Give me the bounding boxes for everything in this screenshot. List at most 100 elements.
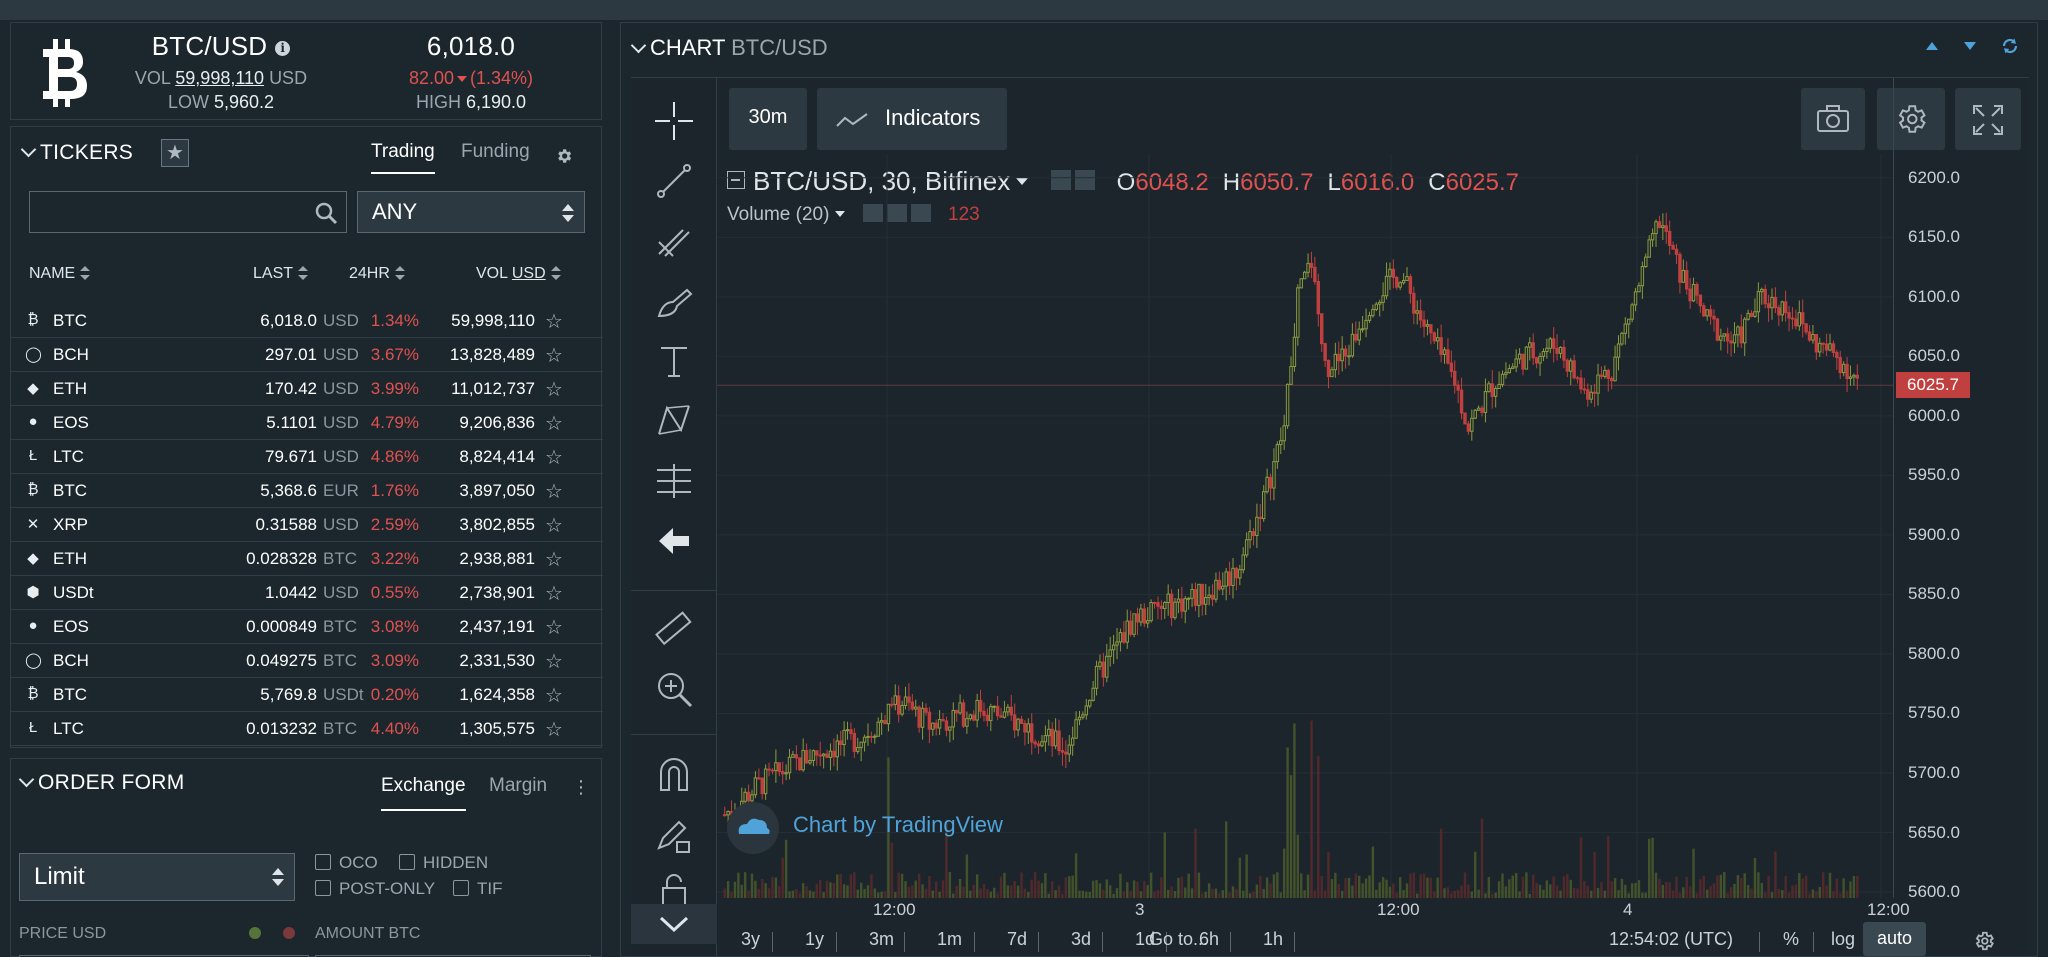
ticker-row[interactable]: Ł LTC 0.013232 BTC 4.40% 1,305,575 ☆	[11, 712, 603, 746]
screenshot-button[interactable]	[1801, 88, 1865, 150]
tab-exchange[interactable]: Exchange	[381, 775, 466, 811]
move-up-icon[interactable]	[1925, 41, 1939, 51]
favorite-star-icon[interactable]: ☆	[545, 481, 563, 503]
toolbar-expand-button[interactable]	[631, 904, 717, 944]
ticker-row[interactable]: Ł LTC 79.671 USD 4.86% 8,824,414 ☆	[11, 440, 603, 474]
ticker-row[interactable]: ✕ XRP 0.31588 USD 2.59% 3,802,855 ☆	[11, 508, 603, 542]
back-arrow-icon[interactable]	[653, 520, 695, 562]
hidden-checkbox[interactable]: HIDDEN	[399, 853, 488, 873]
ticker-row[interactable]: ◯ BCH 0.049275 BTC 3.09% 2,331,530 ☆	[11, 644, 603, 678]
interval-button[interactable]: 30m	[729, 88, 807, 150]
fib-tool-icon[interactable]	[653, 220, 695, 262]
legend-eye-icon[interactable]	[1051, 170, 1072, 190]
range-button-3m[interactable]: 3m	[869, 929, 895, 949]
ticker-row[interactable]: ◯ BCH 297.01 USD 3.67% 13,828,489 ☆	[11, 338, 603, 372]
trend-line-icon[interactable]	[653, 160, 695, 202]
range-button-6h[interactable]: 6h	[1199, 929, 1220, 949]
ticker-row[interactable]: ◆ ETH 170.42 USD 3.99% 11,012,737 ☆	[11, 372, 603, 406]
tab-trading[interactable]: Trading	[371, 141, 435, 174]
favorite-star-icon[interactable]: ☆	[545, 719, 563, 741]
ticker-search-input[interactable]	[29, 191, 347, 233]
fullscreen-button[interactable]	[1955, 88, 2021, 150]
ticker-row[interactable]: ● EOS 5.1101 USD 4.79% 9,206,836 ☆	[11, 406, 603, 440]
favorite-star-icon[interactable]: ☆	[545, 379, 563, 401]
chart-settings-button[interactable]	[1877, 88, 1945, 150]
volume-legend-text[interactable]: Volume (20)	[727, 204, 830, 225]
zoom-in-icon[interactable]	[653, 668, 695, 710]
favorite-star-icon[interactable]: ☆	[545, 549, 563, 571]
ticker-row[interactable]: ⬢ USDt 1.0442 USD 0.55% 2,738,901 ☆	[11, 576, 603, 610]
tab-funding[interactable]: Funding	[461, 141, 530, 162]
legend-settings-icon[interactable]	[1075, 170, 1096, 190]
brush-icon[interactable]	[653, 280, 695, 322]
volume-eye-icon[interactable]	[862, 204, 883, 222]
magnet-icon[interactable]	[653, 754, 695, 796]
favorite-star-icon[interactable]: ☆	[545, 413, 563, 435]
tickers-settings-gear-icon[interactable]	[555, 147, 573, 165]
favorite-star-icon[interactable]: ☆	[545, 651, 563, 673]
favorite-star-icon[interactable]: ☆	[545, 583, 563, 605]
post-only-checkbox[interactable]: POST-ONLY	[315, 879, 435, 899]
lock-drawing-icon[interactable]	[653, 814, 695, 856]
move-down-icon[interactable]	[1963, 41, 1977, 51]
range-button-1h[interactable]: 1h	[1263, 929, 1284, 949]
info-icon[interactable]: i	[275, 41, 291, 56]
orderform-collapse-toggle[interactable]: ORDER FORM	[18, 771, 185, 795]
tif-checkbox[interactable]: TIF	[453, 879, 503, 899]
utc-clock[interactable]: 12:54:02 (UTC)	[1609, 929, 1734, 949]
ticker-row[interactable]: ◆ ETH 0.028328 BTC 3.22% 2,938,881 ☆	[11, 542, 603, 576]
col-vol[interactable]: VOL USD	[476, 265, 561, 283]
favorite-star-icon[interactable]: ☆	[545, 685, 563, 707]
text-tool-icon[interactable]	[653, 340, 695, 382]
favorite-star-icon[interactable]: ☆	[545, 311, 563, 333]
range-button-1d[interactable]: 1d	[1135, 929, 1156, 949]
range-button-3d[interactable]: 3d	[1071, 929, 1092, 949]
favorite-star-icon[interactable]: ☆	[545, 515, 563, 537]
ticker-row[interactable]: ₿ BTC 6,018.0 USD 1.34% 59,998,110 ☆	[11, 304, 603, 338]
ticker-row[interactable]: ₿ BTC 5,368.6 EUR 1.76% 3,897,050 ☆	[11, 474, 603, 508]
pattern-tool-icon[interactable]	[653, 400, 695, 442]
indicators-button[interactable]: Indicators	[817, 88, 1007, 150]
volume-remove-icon[interactable]	[910, 204, 931, 222]
range-button-1m[interactable]: 1m	[937, 929, 963, 949]
market-filter-select[interactable]: ANY	[357, 191, 585, 233]
oco-checkbox[interactable]: OCO	[315, 853, 378, 873]
search-icon[interactable]	[314, 201, 338, 225]
ticker-row[interactable]: ● EOS 0.000849 BTC 3.08% 2,437,191 ☆	[11, 610, 603, 644]
vol-value[interactable]: 59,998,110	[175, 68, 265, 88]
order-type-select[interactable]: Limit	[19, 853, 295, 901]
col-name[interactable]: NAME	[29, 265, 91, 283]
caret-down-icon[interactable]	[835, 211, 846, 217]
ticker-row[interactable]: ₿ BTC 5,769.8 USDt 0.20% 1,624,358 ☆	[11, 678, 603, 712]
tradingview-watermark[interactable]: Chart by TradingView	[727, 802, 1003, 854]
amount-input[interactable]	[315, 955, 591, 957]
bid-dot[interactable]	[249, 927, 261, 939]
auto-scale-button[interactable]: auto	[1863, 922, 1927, 956]
prediction-tool-icon[interactable]	[653, 460, 695, 502]
bottom-settings-gear-icon[interactable]	[1973, 930, 1995, 952]
col-last[interactable]: LAST	[253, 265, 309, 283]
price-input[interactable]	[19, 955, 309, 957]
goto-button[interactable]: Go to...	[1149, 929, 1209, 949]
price-chart-canvas[interactable]	[717, 154, 1893, 898]
favorite-star-icon[interactable]: ☆	[545, 447, 563, 469]
tab-margin[interactable]: Margin	[489, 775, 548, 796]
chart-collapse-toggle[interactable]: CHART BTC/USD	[630, 35, 828, 61]
symbol-legend-text[interactable]: BTC/USD, 30, Bitfinex	[753, 166, 1011, 196]
range-button-1y[interactable]: 1y	[805, 929, 825, 949]
log-scale-button[interactable]: log	[1831, 929, 1856, 949]
ruler-icon[interactable]	[653, 608, 695, 650]
orderform-menu-icon[interactable]	[572, 777, 590, 798]
favorite-star-icon[interactable]: ☆	[545, 345, 563, 367]
refresh-icon[interactable]	[2001, 37, 2019, 55]
favorites-star-button[interactable]: ★	[161, 139, 189, 167]
favorite-star-icon[interactable]: ☆	[545, 617, 563, 639]
ask-dot[interactable]	[283, 927, 295, 939]
range-button-3y[interactable]: 3y	[741, 929, 761, 949]
tickers-collapse-toggle[interactable]: TICKERS	[20, 141, 133, 165]
caret-down-icon[interactable]	[1016, 178, 1029, 185]
percent-scale-button[interactable]: %	[1783, 929, 1800, 949]
range-button-7d[interactable]: 7d	[1007, 929, 1028, 949]
volume-settings-icon[interactable]	[886, 204, 907, 222]
crosshair-icon[interactable]	[653, 100, 695, 142]
